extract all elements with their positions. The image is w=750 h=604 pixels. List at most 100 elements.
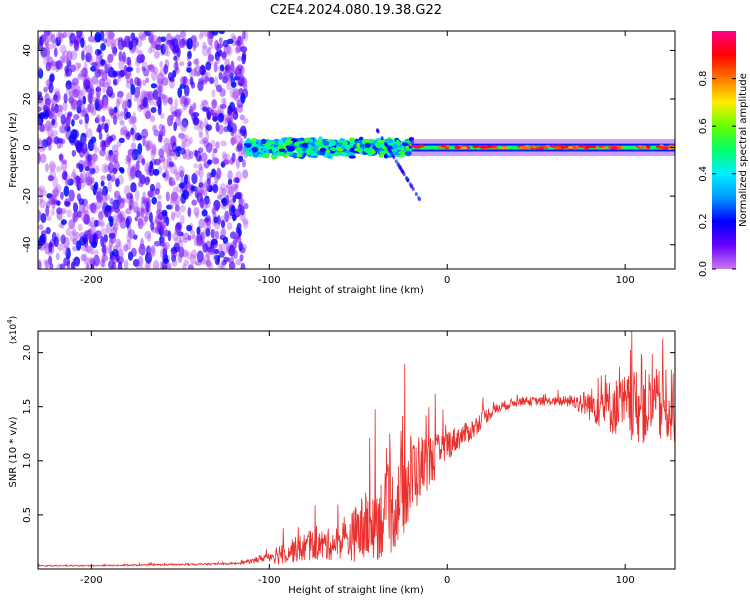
noise-blob [71, 119, 75, 127]
noise-blob [230, 60, 235, 73]
noise-blob [185, 251, 193, 260]
noise-blob [81, 67, 88, 78]
noise-blob [194, 169, 201, 177]
band-peak [668, 144, 675, 148]
signal-blob [329, 147, 337, 152]
noise-blob [149, 211, 153, 223]
noise-blob [128, 40, 134, 51]
band-peak [587, 144, 597, 148]
signal-blob [252, 153, 259, 158]
noise-blob [141, 61, 148, 69]
noise-blob [150, 83, 158, 89]
noise-blob [75, 231, 80, 240]
noise-blob [117, 248, 124, 260]
noise-blob [147, 90, 155, 101]
noise-blob [99, 68, 106, 79]
noise-blob [179, 31, 187, 39]
noise-blob [100, 43, 107, 51]
noise-blob [144, 230, 152, 240]
noise-blob [242, 31, 246, 40]
noise-blob [72, 237, 78, 245]
noise-blob [56, 165, 62, 173]
noise-blob [233, 208, 241, 218]
ytick-label: 0.5 [22, 507, 33, 523]
noise-blob [115, 178, 120, 188]
noise-blob [47, 56, 54, 67]
signal-blob [379, 151, 386, 156]
noise-blob [227, 190, 234, 199]
noise-blob [179, 205, 186, 213]
noise-blob [80, 245, 88, 252]
noise-blob [236, 55, 242, 62]
noise-blob [137, 180, 144, 188]
noise-blob [224, 64, 230, 71]
noise-blob [160, 112, 165, 120]
noise-blob [73, 256, 81, 267]
signal-blob [287, 145, 295, 152]
ytick-label: 1.0 [22, 453, 33, 469]
noise-blob [218, 71, 223, 80]
noise-blob [225, 194, 230, 206]
noise-blob [157, 36, 163, 43]
noise-blob [89, 203, 97, 211]
noise-blob [144, 164, 150, 173]
streak-blob [402, 172, 406, 177]
noise-blob [186, 55, 191, 62]
noise-blob [38, 187, 43, 198]
xtick-label: 0 [444, 275, 450, 286]
noise-blob [205, 132, 210, 142]
noise-blob [196, 226, 201, 236]
noise-blob [122, 100, 128, 111]
noise-blob [55, 60, 63, 70]
noise-blob [101, 259, 106, 268]
snr-series-line [38, 331, 675, 568]
noise-blob [59, 44, 67, 54]
noise-blob [214, 51, 220, 61]
noise-blob [93, 254, 100, 267]
band-peak [454, 145, 460, 149]
noise-blob [105, 207, 112, 218]
noise-blob [99, 197, 105, 204]
noise-blob [226, 45, 233, 57]
noise-blob [207, 47, 212, 56]
noise-blob [162, 264, 167, 269]
noise-blob [163, 229, 170, 237]
noise-blob [137, 255, 144, 267]
noise-blob [43, 258, 50, 265]
noise-blob [101, 189, 108, 196]
noise-blob [205, 259, 212, 268]
noise-blob [225, 184, 231, 194]
xtick-label: -100 [258, 575, 281, 586]
noise-blob [89, 84, 94, 94]
noise-blob [145, 201, 150, 213]
noise-blob [100, 142, 106, 150]
noise-blob [192, 116, 199, 126]
noise-blob [170, 115, 175, 121]
noise-blob [179, 214, 185, 225]
noise-blob [115, 99, 120, 109]
colorbar-label: Normalized spectral amplitude [738, 73, 749, 227]
signal-blob [245, 150, 251, 156]
noise-blob [38, 96, 45, 107]
signal-blob [401, 142, 409, 147]
noise-blob [213, 61, 218, 73]
band-peak [441, 144, 447, 148]
noise-blob [90, 153, 98, 160]
noise-blob [198, 125, 203, 137]
noise-blob [241, 158, 246, 168]
colorbar-ticks: 0.0 0.2 0.4 0.6 0.8 [698, 71, 736, 277]
noise-blob [135, 160, 140, 173]
noise-blob [219, 183, 226, 191]
signal-blob [395, 139, 400, 146]
noise-blob [105, 31, 112, 40]
noise-blob [68, 96, 75, 104]
noise-blob [236, 141, 243, 152]
band-peak [553, 146, 562, 150]
noise-blob [141, 157, 146, 166]
noise-blob [93, 61, 101, 71]
noise-blob [100, 180, 105, 187]
signal-blob [301, 146, 307, 152]
noise-blob [60, 234, 66, 245]
noise-blob [133, 36, 139, 45]
noise-blob [161, 124, 166, 137]
